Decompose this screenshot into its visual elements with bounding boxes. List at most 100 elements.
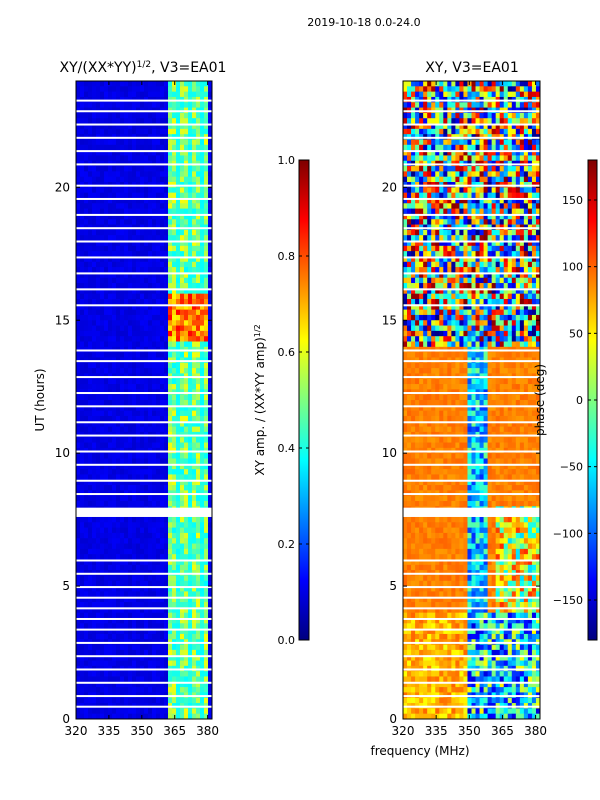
heatmap-cell bbox=[128, 458, 133, 465]
heatmap-cell bbox=[76, 485, 81, 491]
heatmap-cell bbox=[192, 676, 197, 683]
heatmap-cell bbox=[92, 288, 97, 295]
heatmap-cell bbox=[184, 245, 189, 252]
heatmap-cell bbox=[168, 192, 173, 199]
heatmap-cell bbox=[531, 128, 537, 135]
heatmap-cell bbox=[88, 245, 93, 252]
heatmap-cell bbox=[132, 501, 137, 507]
heatmap-cell bbox=[483, 150, 489, 156]
heatmap-cell bbox=[116, 267, 121, 273]
heatmap-cell bbox=[527, 123, 533, 130]
heatmap-cell bbox=[152, 384, 157, 390]
heatmap-cell bbox=[156, 713, 161, 720]
heatmap-cell bbox=[192, 118, 197, 124]
heatmap-cell bbox=[192, 655, 197, 661]
heatmap-cell bbox=[92, 272, 97, 279]
heatmap-cell bbox=[172, 304, 177, 311]
heatmap-cell bbox=[196, 623, 201, 630]
heatmap-cell bbox=[152, 272, 157, 279]
heatmap-cell bbox=[100, 304, 105, 311]
heatmap-cell bbox=[116, 532, 121, 539]
heatmap-cell bbox=[120, 235, 125, 241]
heatmap-cell bbox=[527, 128, 533, 135]
heatmap-cell bbox=[204, 261, 209, 268]
heatmap-cell bbox=[152, 676, 157, 683]
heatmap-cell bbox=[168, 176, 173, 183]
heatmap-cell bbox=[96, 192, 101, 199]
heatmap-cell bbox=[80, 649, 85, 656]
heatmap-cell bbox=[108, 283, 113, 289]
heatmap-cell bbox=[84, 91, 89, 98]
heatmap-cell bbox=[88, 437, 93, 443]
heatmap-cell bbox=[144, 362, 149, 369]
heatmap-cell bbox=[84, 219, 89, 225]
heatmap-cell bbox=[96, 400, 101, 406]
heatmap-cell bbox=[200, 442, 205, 449]
heatmap-cell bbox=[156, 586, 161, 592]
heatmap-cell bbox=[152, 687, 157, 693]
heatmap-cell bbox=[180, 213, 185, 220]
heatmap-cell bbox=[535, 81, 541, 87]
heatmap-cell bbox=[136, 681, 141, 688]
heatmap-cell bbox=[188, 261, 193, 268]
heatmap-cell bbox=[144, 203, 149, 209]
heatmap-cell bbox=[104, 596, 109, 603]
heatmap-cell bbox=[80, 474, 85, 481]
heatmap-cell bbox=[128, 479, 133, 486]
heatmap-cell bbox=[148, 368, 153, 374]
heatmap-cell bbox=[200, 479, 205, 486]
heatmap-cell bbox=[415, 176, 420, 183]
heatmap-cell bbox=[112, 123, 117, 130]
heatmap-cell bbox=[487, 155, 493, 162]
heatmap-cell bbox=[144, 128, 149, 135]
heatmap-cell bbox=[196, 602, 201, 608]
heatmap-cell bbox=[148, 405, 153, 412]
heatmap-cell bbox=[152, 522, 157, 528]
heatmap-cell bbox=[80, 267, 85, 273]
heatmap-cell bbox=[515, 118, 521, 124]
heatmap-cell bbox=[96, 527, 101, 534]
heatmap-cell bbox=[164, 394, 169, 401]
heatmap-cell bbox=[112, 288, 117, 295]
heatmap-cell bbox=[96, 501, 101, 507]
heatmap-cell bbox=[411, 166, 416, 172]
heatmap-cell bbox=[180, 697, 185, 704]
heatmap-cell bbox=[108, 288, 113, 295]
heatmap-cell bbox=[431, 187, 436, 194]
heatmap-cell bbox=[100, 112, 105, 119]
heatmap-cell bbox=[84, 283, 89, 289]
heatmap-cell bbox=[160, 623, 165, 630]
heatmap-cell bbox=[144, 171, 149, 178]
heatmap-cell bbox=[104, 538, 109, 544]
heatmap-cell bbox=[423, 192, 428, 199]
heatmap-cell bbox=[208, 426, 213, 433]
heatmap-cell bbox=[487, 150, 493, 156]
heatmap-cell bbox=[76, 474, 81, 481]
heatmap-cell bbox=[455, 197, 460, 204]
heatmap-cell bbox=[100, 288, 105, 295]
heatmap-cell bbox=[100, 405, 105, 412]
heatmap-cell bbox=[100, 139, 105, 146]
heatmap-cell bbox=[92, 229, 97, 236]
heatmap-cell bbox=[204, 150, 209, 156]
heatmap-cell bbox=[184, 485, 189, 491]
heatmap-cell bbox=[208, 410, 213, 417]
heatmap-cell bbox=[108, 150, 113, 156]
heatmap-cell bbox=[156, 575, 161, 582]
heatmap-cell bbox=[180, 612, 185, 619]
heatmap-cell bbox=[160, 607, 165, 614]
heatmap-cell bbox=[192, 245, 197, 252]
heatmap-cell bbox=[104, 240, 109, 247]
heatmap-cell bbox=[124, 362, 129, 369]
heatmap-cell bbox=[76, 368, 81, 374]
heatmap-cell bbox=[112, 607, 117, 614]
heatmap-cell bbox=[192, 628, 197, 635]
heatmap-cell bbox=[100, 166, 105, 172]
heatmap-cell bbox=[407, 166, 412, 172]
heatmap-cell bbox=[116, 415, 121, 422]
heatmap-cell bbox=[108, 208, 113, 215]
heatmap-cell bbox=[515, 155, 521, 162]
heatmap-cell bbox=[467, 171, 472, 178]
heatmap-cell bbox=[132, 86, 137, 93]
heatmap-cell bbox=[467, 128, 472, 135]
